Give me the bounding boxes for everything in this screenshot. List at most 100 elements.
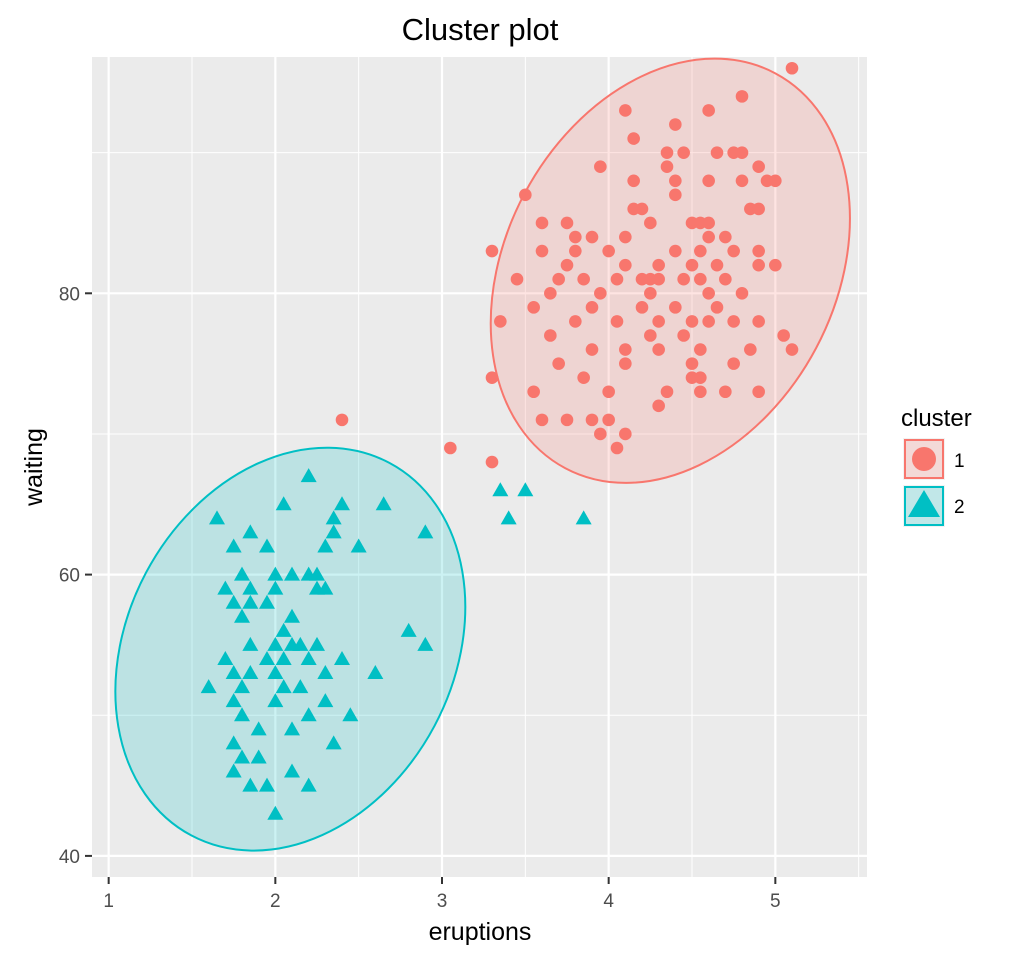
- point-cluster-2: [367, 665, 384, 680]
- point-cluster-1: [560, 413, 574, 427]
- point-cluster-2: [300, 468, 317, 483]
- point-cluster-1: [577, 371, 590, 384]
- point-cluster-2: [417, 636, 434, 651]
- point-cluster-1: [619, 230, 632, 244]
- point-cluster-1: [585, 230, 599, 244]
- point-cluster-1: [685, 258, 699, 272]
- point-cluster-2: [325, 510, 342, 525]
- point-cluster-2: [234, 707, 250, 722]
- point-cluster-2: [300, 707, 317, 722]
- point-cluster-1: [527, 301, 540, 314]
- point-cluster-1: [735, 286, 749, 300]
- point-cluster-2: [242, 636, 259, 651]
- point-cluster-1: [444, 441, 457, 455]
- point-cluster-1: [702, 315, 715, 328]
- point-cluster-1: [627, 132, 640, 145]
- point-cluster-2: [259, 650, 275, 665]
- point-cluster-1: [727, 315, 740, 328]
- point-cluster-1: [485, 455, 499, 469]
- point-cluster-1: [669, 301, 682, 314]
- point-cluster-2: [217, 580, 234, 595]
- point-cluster-2: [267, 636, 284, 651]
- point-cluster-1: [652, 399, 665, 413]
- point-cluster-2: [375, 496, 392, 511]
- point-cluster-1: [735, 90, 749, 103]
- point-cluster-1: [752, 315, 765, 328]
- point-cluster-2: [225, 735, 242, 750]
- point-cluster-1: [569, 315, 582, 328]
- data-points: [200, 61, 799, 820]
- point-cluster-1: [702, 174, 715, 188]
- point-cluster-1: [719, 272, 732, 286]
- point-cluster-2: [242, 777, 259, 792]
- point-cluster-1: [569, 230, 582, 244]
- point-cluster-2: [292, 679, 309, 694]
- point-cluster-1: [752, 244, 765, 258]
- point-cluster-1: [644, 329, 657, 342]
- point-cluster-2: [300, 650, 317, 665]
- point-cluster-2: [250, 749, 267, 764]
- point-cluster-1: [685, 357, 699, 370]
- point-cluster-1: [660, 146, 674, 159]
- point-cluster-1: [694, 272, 707, 286]
- point-cluster-2: [225, 693, 242, 708]
- point-cluster-1: [602, 244, 615, 258]
- point-cluster-2: [225, 763, 242, 778]
- point-cluster-1: [677, 272, 690, 286]
- point-cluster-2: [317, 665, 334, 680]
- point-cluster-2: [325, 524, 342, 539]
- point-cluster-1: [635, 202, 649, 216]
- legend: cluster 1 2: [901, 405, 972, 527]
- point-cluster-1: [619, 357, 632, 370]
- point-cluster-1: [727, 357, 740, 370]
- point-cluster-1: [660, 160, 674, 174]
- point-cluster-1: [610, 441, 624, 455]
- point-cluster-1: [719, 230, 732, 244]
- point-cluster-2: [317, 538, 334, 553]
- point-cluster-1: [710, 301, 724, 314]
- point-cluster-1: [735, 146, 749, 159]
- point-cluster-1: [694, 343, 707, 356]
- point-cluster-1: [627, 174, 640, 188]
- x-tick-label: 2: [270, 891, 281, 912]
- legend-key-1-circle-icon: [912, 447, 936, 471]
- point-cluster-1: [652, 272, 665, 286]
- point-cluster-1: [519, 188, 532, 202]
- point-cluster-2: [275, 496, 292, 511]
- point-cluster-1: [510, 272, 524, 286]
- point-cluster-1: [594, 286, 607, 300]
- y-tick-label: 80: [59, 284, 80, 305]
- point-cluster-1: [552, 272, 565, 286]
- point-cluster-1: [769, 174, 782, 188]
- point-cluster-1: [619, 104, 632, 117]
- point-cluster-2: [234, 566, 250, 581]
- point-cluster-1: [677, 329, 690, 342]
- point-cluster-1: [652, 258, 665, 272]
- point-cluster-2: [242, 594, 259, 609]
- point-cluster-2: [309, 636, 325, 651]
- point-cluster-2: [350, 538, 367, 553]
- x-tick-label: 4: [603, 891, 614, 912]
- point-cluster-2: [342, 707, 359, 722]
- point-cluster-1: [594, 160, 607, 174]
- point-cluster-1: [552, 357, 565, 370]
- point-cluster-1: [560, 216, 574, 230]
- point-cluster-1: [669, 118, 682, 131]
- point-cluster-1: [335, 413, 349, 427]
- legend-key-2-triangle-icon: [908, 490, 940, 517]
- point-cluster-1: [560, 258, 574, 272]
- point-cluster-2: [325, 735, 342, 750]
- point-cluster-1: [485, 371, 499, 384]
- point-cluster-1: [585, 301, 599, 314]
- point-cluster-2: [234, 608, 250, 623]
- point-cluster-1: [677, 146, 690, 159]
- point-cluster-1: [769, 258, 782, 272]
- point-cluster-1: [652, 343, 665, 356]
- point-cluster-2: [292, 636, 309, 651]
- point-cluster-2: [225, 538, 242, 553]
- point-cluster-1: [635, 301, 649, 314]
- point-cluster-2: [267, 693, 284, 708]
- y-tick-label: 40: [59, 847, 80, 868]
